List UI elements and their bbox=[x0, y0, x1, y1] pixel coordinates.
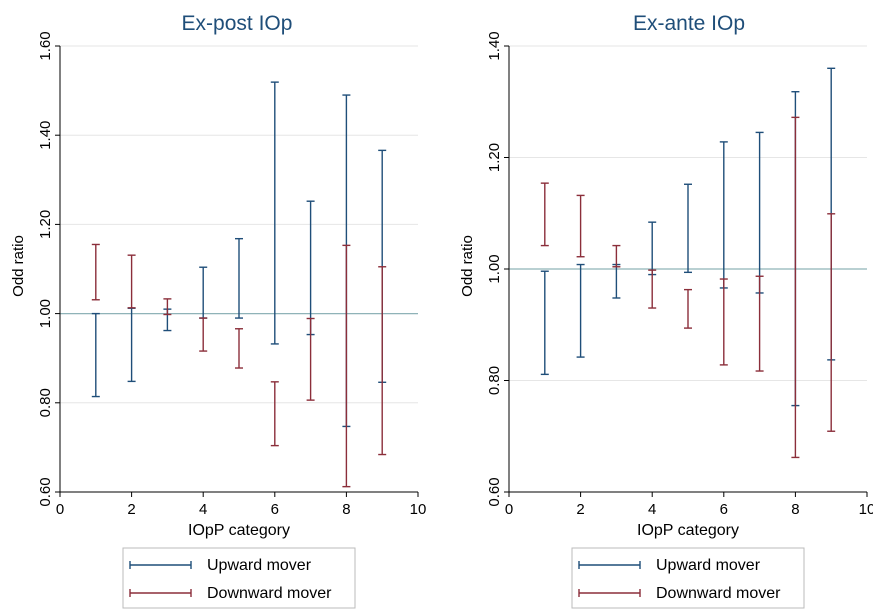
y-axis-label: Odd ratio bbox=[10, 235, 27, 297]
errorbar-downward-7 bbox=[306, 317, 315, 401]
x-tick-label: 6 bbox=[271, 501, 279, 518]
chart-ex-post: Ex-post IOp Odd ratio IOpP category 0.60… bbox=[10, 12, 426, 609]
y-tick-label: 1.20 bbox=[37, 210, 54, 239]
plot-area: 0.60 0.80 1.00 1.20 1.40 1.60 0 2 4 6 8 10 bbox=[37, 31, 426, 518]
legend-label-upward: Upward mover bbox=[656, 557, 761, 574]
errorbar-downward-8 bbox=[342, 244, 351, 488]
errorbar-downward-1 bbox=[91, 243, 100, 301]
errorbar-downward-2 bbox=[576, 194, 585, 258]
legend-label-downward: Downward mover bbox=[656, 585, 781, 602]
errorbar-downward-7 bbox=[755, 275, 764, 372]
errorbar-downward-2 bbox=[127, 254, 136, 309]
x-tick-label: 10 bbox=[859, 501, 873, 518]
legend-swatch-upward bbox=[129, 561, 192, 569]
errorbar-upward-2 bbox=[576, 263, 585, 358]
errorbar-downward-3 bbox=[612, 244, 621, 268]
x-tick-label: 0 bbox=[505, 501, 513, 518]
x-tick-label: 4 bbox=[648, 501, 656, 518]
errorbar-downward-4 bbox=[648, 269, 657, 309]
errorbar-downward-6 bbox=[270, 381, 279, 447]
legend-label-downward: Downward mover bbox=[207, 585, 332, 602]
y-tick-label: 1.00 bbox=[486, 254, 503, 283]
x-tick-label: 10 bbox=[410, 501, 427, 518]
y-tick-label: 1.00 bbox=[37, 299, 54, 328]
x-tick-label: 2 bbox=[127, 501, 135, 518]
chart-title: Ex-post IOp bbox=[182, 12, 293, 35]
legend-swatch-upward bbox=[578, 561, 641, 569]
errorbar-upward-5 bbox=[235, 237, 243, 319]
x-tick-label: 2 bbox=[576, 501, 584, 518]
plot-area: 0.60 0.80 1.00 1.20 1.40 0 2 4 6 8 10 bbox=[486, 31, 873, 518]
x-tick-label: 8 bbox=[342, 501, 350, 518]
legend-label-upward: Upward mover bbox=[207, 557, 312, 574]
y-tick-label: 1.20 bbox=[486, 143, 503, 172]
legend-box bbox=[122, 547, 356, 609]
chart-ex-ante: Ex-ante IOp Odd ratio IOpP category 0.60… bbox=[459, 12, 873, 609]
y-tick-label: 1.40 bbox=[37, 121, 54, 150]
x-tick-label: 4 bbox=[199, 501, 207, 518]
y-tick-label: 0.60 bbox=[37, 477, 54, 506]
x-tick-label: 6 bbox=[720, 501, 728, 518]
errorbar-upward-1 bbox=[540, 270, 549, 376]
errorbar-upward-1 bbox=[91, 312, 100, 398]
errorbar-downward-1 bbox=[540, 182, 549, 247]
y-tick-label: 0.80 bbox=[486, 366, 503, 395]
legend-swatch-downward bbox=[578, 589, 641, 597]
errorbar-downward-3 bbox=[163, 298, 172, 316]
legend-box bbox=[571, 547, 805, 609]
y-tick-label: 1.60 bbox=[37, 31, 54, 60]
errorbar-downward-5 bbox=[235, 328, 243, 369]
errorbar-downward-5 bbox=[684, 288, 692, 329]
legend: Upward mover Downward mover bbox=[122, 547, 356, 609]
legend-swatch-downward bbox=[129, 589, 192, 597]
y-tick-label: 0.80 bbox=[37, 388, 54, 417]
x-axis-label: IOpP category bbox=[637, 522, 739, 539]
errorbar-downward-9 bbox=[827, 213, 836, 432]
legend: Upward mover Downward mover bbox=[571, 547, 805, 609]
x-tick-label: 0 bbox=[56, 501, 64, 518]
errorbar-downward-8 bbox=[791, 116, 800, 459]
y-axis-label: Odd ratio bbox=[459, 235, 476, 297]
chart-title: Ex-ante IOp bbox=[633, 12, 745, 35]
errorbar-upward-5 bbox=[684, 183, 692, 274]
y-tick-label: 0.60 bbox=[486, 477, 503, 506]
errorbar-upward-6 bbox=[270, 81, 279, 345]
errorbar-downward-9 bbox=[378, 266, 387, 456]
x-tick-label: 8 bbox=[791, 501, 799, 518]
errorbar-downward-6 bbox=[719, 278, 728, 366]
errorbar-downward-4 bbox=[199, 317, 208, 352]
x-axis-label: IOpP category bbox=[188, 522, 290, 539]
y-tick-label: 1.40 bbox=[486, 31, 503, 60]
